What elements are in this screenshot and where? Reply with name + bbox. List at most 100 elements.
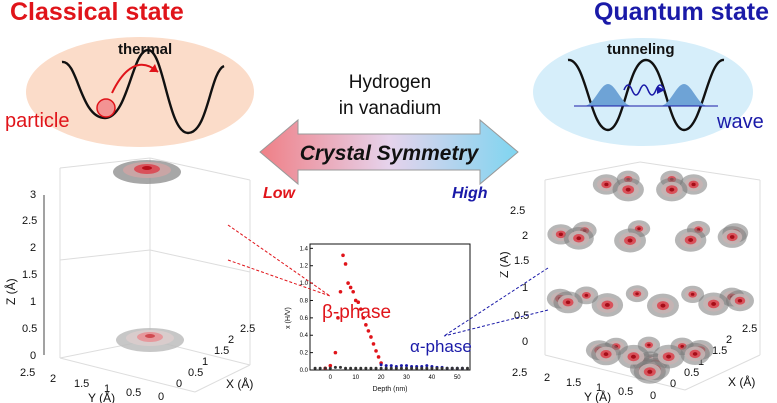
right-y-tick: 0 bbox=[650, 390, 656, 402]
double-arrow-shape bbox=[259, 118, 519, 186]
chart-data-point bbox=[351, 289, 355, 294]
chart-x-tick-label: 20 bbox=[378, 375, 385, 381]
chart-x-tick-label: 30 bbox=[403, 375, 410, 381]
left-y-ticks: 2.5 2 1.5 1 0.5 0 bbox=[20, 367, 164, 403]
chart-data-point bbox=[379, 363, 383, 367]
left-y-tick: 1.5 bbox=[74, 378, 89, 390]
right-y-ticks: 2.5 2 1.5 1 0.5 0 bbox=[512, 367, 656, 402]
density-lobe bbox=[604, 182, 609, 187]
chart-data-point bbox=[333, 365, 337, 369]
chart-data-point bbox=[369, 366, 373, 370]
wave-label: wave bbox=[716, 111, 764, 133]
chart-y-tick-label: 1.4 bbox=[300, 246, 309, 252]
left-z-tick: 2.5 bbox=[22, 215, 37, 227]
classical-3d-plot: 0 0.5 1 1.5 2 2.5 3 Z (Å) 2.5 2 1.5 1 0.… bbox=[3, 157, 255, 403]
chart-data-point bbox=[384, 366, 388, 370]
chart-data-point bbox=[328, 366, 332, 370]
right-z-tick: 1.5 bbox=[514, 255, 529, 267]
chart-x-tick-label: 0 bbox=[329, 375, 333, 381]
density-lobe bbox=[625, 187, 631, 192]
classical-inset: thermal particle bbox=[5, 37, 254, 147]
high-label: High bbox=[452, 185, 488, 202]
chart-data-point bbox=[379, 366, 383, 370]
density-lobe bbox=[711, 302, 717, 306]
density-lobe bbox=[690, 292, 695, 296]
chart-data-point bbox=[460, 366, 464, 370]
crystal-symmetry-label: Crystal Symmetry bbox=[300, 142, 480, 165]
chart-data-point bbox=[353, 298, 358, 303]
classical-ellipse-bg bbox=[26, 37, 254, 147]
right-y-tick: 2.5 bbox=[512, 367, 527, 379]
particle-label: particle bbox=[5, 110, 69, 132]
density-lobe bbox=[666, 354, 672, 359]
left-x-tick: 2.5 bbox=[240, 323, 255, 335]
chart-points bbox=[313, 253, 469, 371]
right-z-tick: 0.5 bbox=[514, 310, 529, 322]
chart-y-tick-label: 0.2 bbox=[300, 351, 309, 357]
density-lobe bbox=[584, 293, 589, 297]
density-lobe bbox=[627, 238, 633, 243]
chart-data-point bbox=[366, 329, 371, 333]
alpha-phase-label: α-phase bbox=[410, 337, 472, 356]
density-lobe bbox=[565, 300, 571, 305]
lower-density-blob bbox=[116, 328, 184, 352]
vanadium-line: in vanadium bbox=[338, 98, 442, 119]
chart-x-tick-label: 10 bbox=[352, 375, 359, 381]
chart-data-point bbox=[389, 366, 393, 370]
left-z-tick: 0.5 bbox=[22, 323, 37, 335]
left-3d-grid bbox=[59, 157, 251, 393]
right-z-tick: 0 bbox=[522, 336, 528, 348]
tunneling-label: tunneling bbox=[607, 41, 675, 58]
chart-data-point bbox=[338, 289, 343, 294]
symmetry-arrow: Crystal Symmetry bbox=[259, 118, 519, 186]
left-x-ticks: 0 0.5 1 1.5 2 2.5 bbox=[176, 323, 255, 390]
right-y-tick: 1.5 bbox=[566, 377, 581, 389]
left-z-ticks: 0 0.5 1 1.5 2 2.5 3 bbox=[22, 189, 37, 362]
hydrogen-caption: Hydrogen in vanadium bbox=[300, 70, 480, 122]
left-x-tick: 2 bbox=[228, 334, 234, 346]
chart-y-tick-label: 1.0 bbox=[300, 281, 309, 287]
right-x-ticks: 0 0.5 1 1.5 2 2.5 bbox=[670, 323, 757, 390]
chart-data-point bbox=[389, 364, 393, 368]
chart-data-point bbox=[364, 366, 368, 370]
density-lobe bbox=[635, 292, 639, 296]
density-lobe bbox=[558, 232, 563, 237]
chart-data-point bbox=[341, 253, 345, 258]
right-x-tick: 2.5 bbox=[742, 323, 757, 335]
left-y-tick: 0.5 bbox=[126, 387, 141, 399]
density-lobe bbox=[660, 303, 666, 308]
chart-data-point bbox=[364, 323, 368, 327]
chart-y-ticks: 0.0 0.2 0.4 0.6 0.8 1.0 1.2 1.4 bbox=[300, 246, 313, 374]
left-y-tick: 0 bbox=[158, 391, 164, 403]
chart-data-point bbox=[349, 366, 353, 370]
chart-data-point bbox=[348, 285, 353, 290]
density-lobe bbox=[691, 182, 696, 187]
left-z-tick: 2 bbox=[30, 242, 36, 254]
chart-frame bbox=[309, 243, 471, 371]
left-z-tick: 3 bbox=[30, 189, 36, 201]
double-well-potential bbox=[61, 48, 225, 135]
chart-data-point bbox=[336, 316, 340, 320]
right-x-axis-label: X (Å) bbox=[728, 374, 755, 389]
left-z-axis-label: Z (Å) bbox=[3, 278, 18, 305]
right-y-tick: 1 bbox=[596, 382, 602, 394]
right-x-tick: 0 bbox=[670, 378, 676, 390]
tunneling-density-cage bbox=[546, 170, 754, 384]
right-z-axis-label: Z (Å) bbox=[500, 251, 511, 278]
chart-y-tick-label: 0.0 bbox=[300, 368, 309, 374]
left-y-tick: 2.5 bbox=[20, 367, 35, 379]
depth-profile-chart: 0.0 0.2 0.4 0.6 0.8 1.0 1.2 1.4 0 10 20 30 40 50 Dep… bbox=[285, 243, 471, 393]
thermal-label: thermal bbox=[118, 41, 172, 58]
density-lobe bbox=[604, 303, 610, 307]
chart-x-tick-label: 50 bbox=[454, 375, 461, 381]
chart-data-point bbox=[430, 366, 434, 370]
quantum-3d-plot: 0 0.5 1 1.5 2 2.5 Z (Å) 2.5 2 1.5 1 0.5 … bbox=[500, 161, 761, 403]
chart-data-point bbox=[318, 366, 322, 370]
left-z-tick: 1 bbox=[30, 296, 36, 308]
alpha-callout-lines bbox=[443, 267, 549, 337]
quantum-ellipse-bg bbox=[533, 38, 753, 146]
chart-data-point bbox=[358, 307, 363, 311]
density-lobe bbox=[729, 235, 735, 239]
right-x-tick: 0.5 bbox=[684, 367, 699, 379]
